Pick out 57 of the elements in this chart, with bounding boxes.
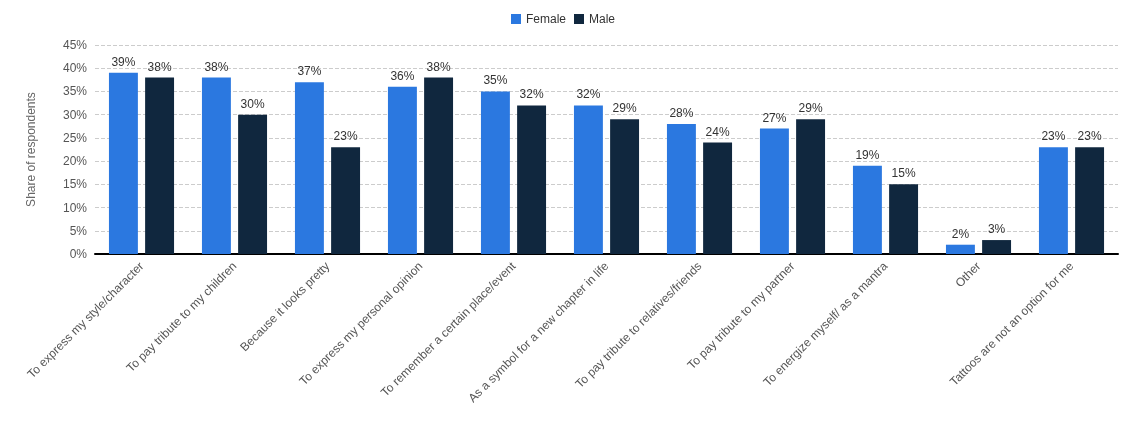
bar xyxy=(201,77,231,254)
data-label: 32% xyxy=(576,87,601,102)
legend-label: Female xyxy=(525,12,567,26)
y-tick-label: 30% xyxy=(62,107,88,122)
data-label: 38% xyxy=(204,59,229,74)
data-label: 38% xyxy=(147,59,172,74)
bar xyxy=(145,77,175,254)
bar xyxy=(889,184,919,254)
bar xyxy=(573,105,603,254)
y-tick-label: 15% xyxy=(62,177,88,192)
bar xyxy=(610,119,640,254)
bar xyxy=(480,91,510,254)
bar xyxy=(387,86,417,254)
data-label: 38% xyxy=(426,59,451,74)
bar xyxy=(852,165,882,254)
data-label: 23% xyxy=(1077,129,1102,144)
legend-label: Male xyxy=(589,12,616,26)
data-label: 39% xyxy=(111,54,136,69)
bar xyxy=(294,82,324,254)
bar xyxy=(759,128,789,254)
data-label: 30% xyxy=(240,96,265,111)
data-label: 37% xyxy=(297,64,322,79)
data-label: 29% xyxy=(612,101,637,116)
bar xyxy=(517,105,547,254)
bar xyxy=(238,114,268,254)
y-tick-label: 0% xyxy=(69,247,88,261)
data-label: 36% xyxy=(390,68,415,83)
data-label: 24% xyxy=(705,124,730,139)
bar xyxy=(108,72,138,254)
y-axis-title: Share of respondents xyxy=(24,92,38,207)
data-label: 2% xyxy=(951,226,970,241)
bar xyxy=(796,119,826,254)
data-label: 3% xyxy=(987,222,1006,237)
data-label: 23% xyxy=(1041,129,1066,144)
bar xyxy=(666,123,696,254)
y-tick-label: 10% xyxy=(62,200,88,215)
bar xyxy=(945,244,975,254)
bar xyxy=(424,77,454,254)
bar xyxy=(703,142,733,254)
data-label: 28% xyxy=(669,105,694,120)
y-tick-label: 5% xyxy=(69,223,88,238)
data-label: 32% xyxy=(519,87,544,102)
data-label: 19% xyxy=(855,147,880,162)
data-label: 35% xyxy=(483,73,508,88)
bar xyxy=(331,147,361,254)
y-tick-label: 25% xyxy=(62,130,88,145)
data-label: 27% xyxy=(762,110,787,125)
y-tick-label: 35% xyxy=(62,84,88,99)
bar xyxy=(982,240,1012,254)
y-tick-label: 20% xyxy=(62,154,88,169)
bar xyxy=(1075,147,1105,254)
y-tick-label: 40% xyxy=(62,61,88,76)
data-label: 23% xyxy=(333,129,358,144)
bar xyxy=(1038,147,1068,254)
data-label: 15% xyxy=(891,166,916,181)
y-tick-label: 45% xyxy=(62,38,88,52)
data-label: 29% xyxy=(798,101,823,116)
